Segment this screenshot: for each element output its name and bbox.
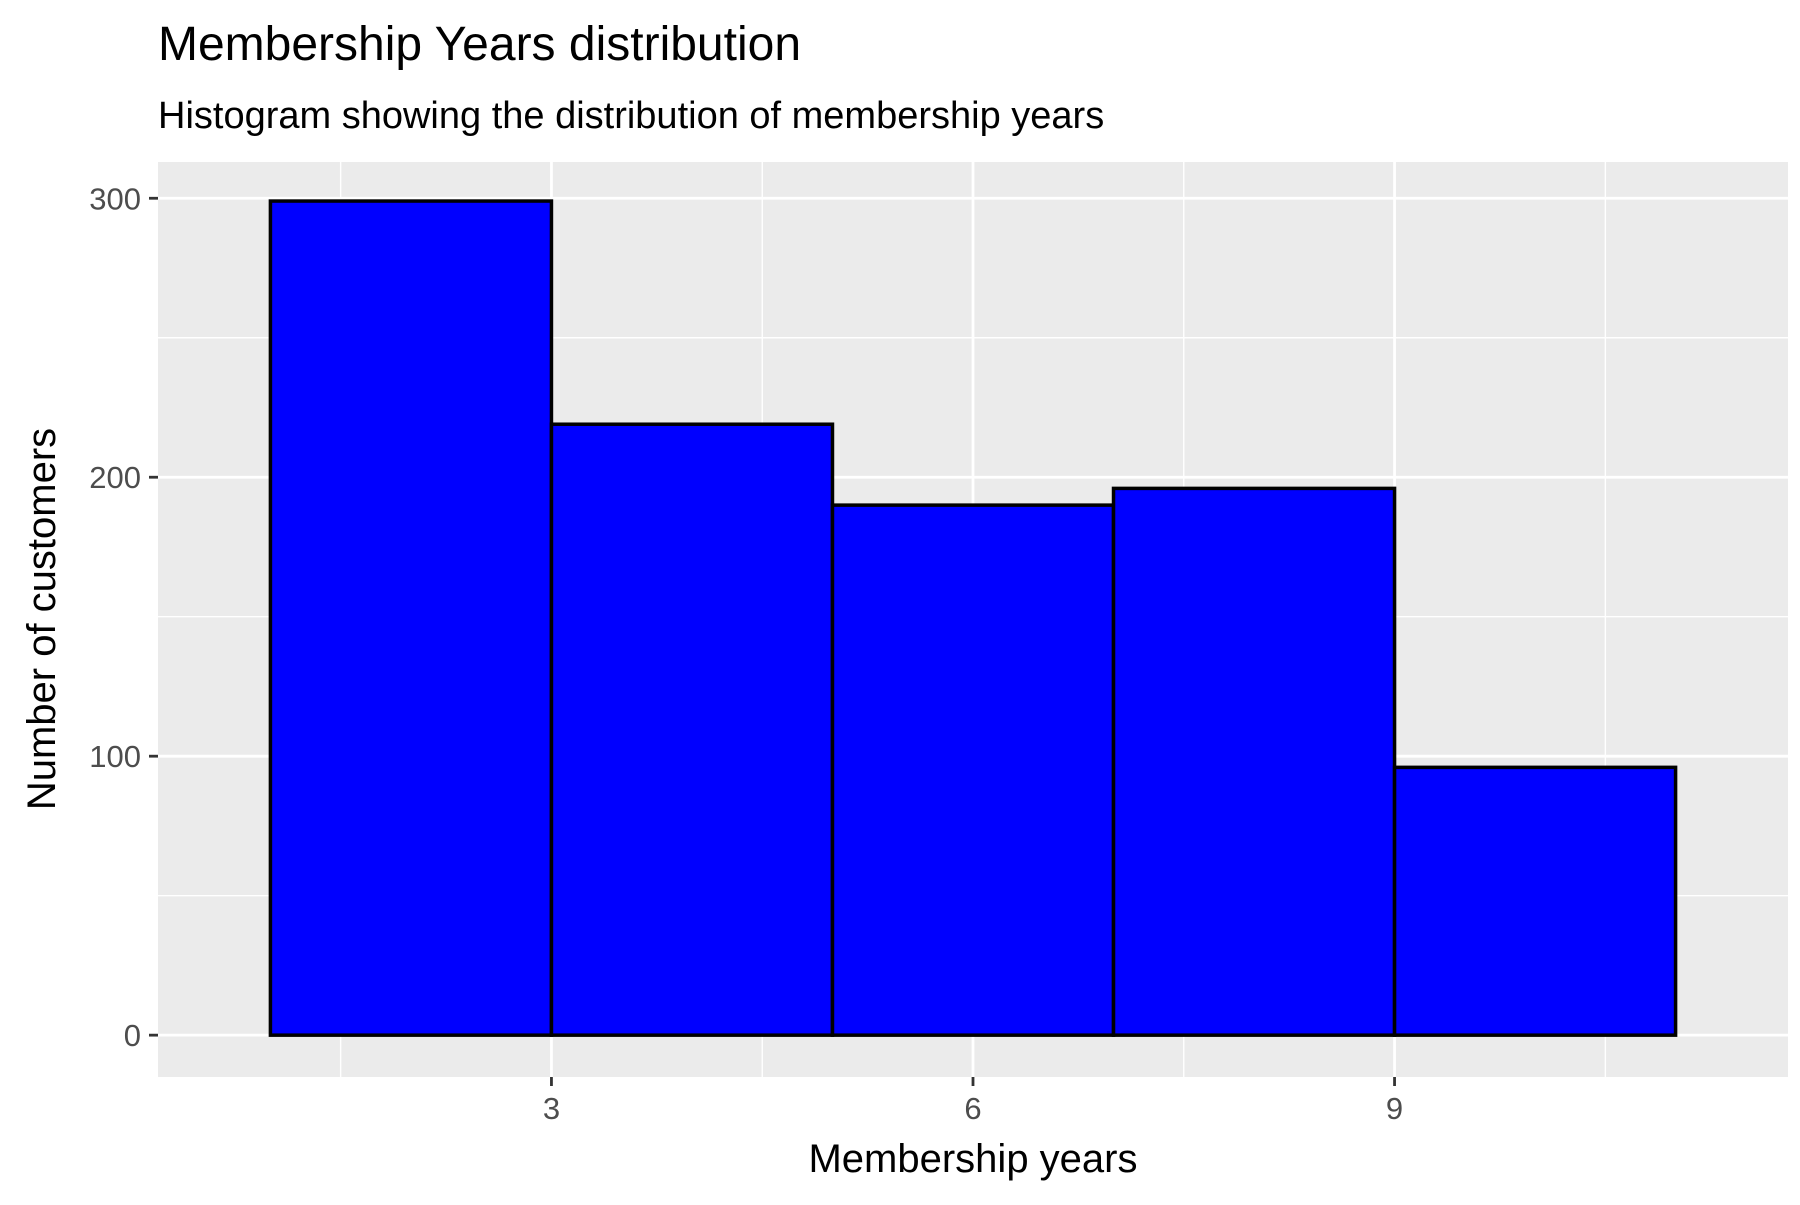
histogram-bar	[1392, 765, 1678, 1037]
y-tick-label: 0	[124, 1018, 141, 1053]
x-tick-label: 9	[1386, 1091, 1403, 1126]
histogram-bar	[268, 199, 554, 1037]
histogram-bar	[549, 422, 835, 1037]
y-tick-label: 300	[89, 181, 141, 216]
y-axis: 0 100 200 300	[89, 181, 158, 1053]
chart-subtitle: Histogram showing the distribution of me…	[158, 95, 1104, 137]
x-axis-label: Membership years	[808, 1137, 1137, 1181]
x-tick-label: 6	[964, 1091, 981, 1126]
y-tick-label: 200	[89, 460, 141, 495]
x-axis: 3 6 9	[543, 1077, 1403, 1126]
chart-title: Membership Years distribution	[158, 18, 801, 71]
histogram-bar	[830, 503, 1116, 1037]
y-axis-label: Number of customers	[20, 428, 64, 810]
y-tick-label: 100	[89, 739, 141, 774]
x-tick-label: 3	[543, 1091, 560, 1126]
histogram-bar	[1111, 486, 1397, 1037]
histogram-bars	[268, 199, 1678, 1037]
